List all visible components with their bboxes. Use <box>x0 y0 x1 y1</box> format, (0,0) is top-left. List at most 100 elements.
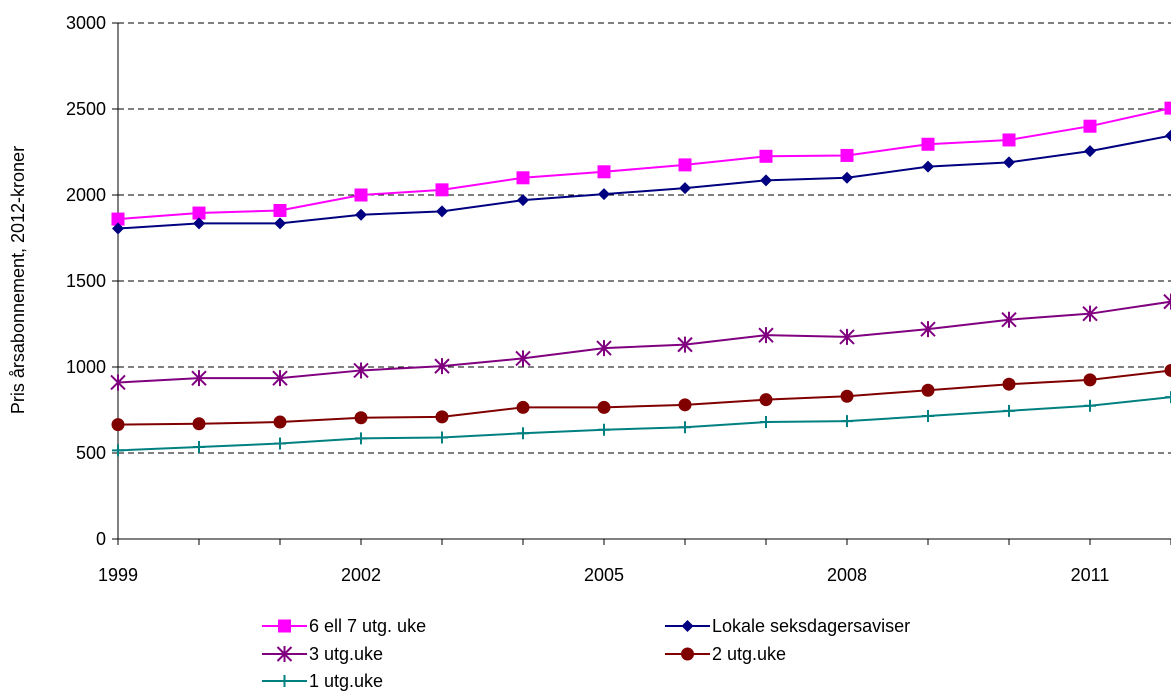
data-point <box>921 383 935 397</box>
data-point <box>192 206 206 220</box>
data-point <box>193 217 205 230</box>
legend: 6 ell 7 utg. uke Lokale seksdagersaviser 3… <box>262 616 910 691</box>
data-point <box>191 370 207 387</box>
y-tick-label: 1500 <box>66 271 106 291</box>
data-point <box>1001 311 1017 328</box>
data-point <box>841 171 853 184</box>
data-point <box>112 222 124 235</box>
legend-item: 2 utg.uke <box>665 644 786 664</box>
x-tick-label: 2008 <box>827 565 867 585</box>
series-plus <box>112 391 1171 457</box>
legend-item: 3 utg.uke <box>262 644 383 664</box>
y-tick-label: 3000 <box>66 13 106 33</box>
data-point <box>1164 363 1171 377</box>
x-tick-label: 2005 <box>584 565 624 585</box>
legend-label: 1 utg.uke <box>309 671 383 691</box>
data-point <box>758 327 774 344</box>
legend-marker <box>681 620 694 632</box>
series-line <box>117 134 1171 230</box>
y-axis-title: Pris årsabonnement, 2012-kroner <box>8 146 28 414</box>
data-point <box>678 158 692 172</box>
data-point <box>354 411 368 425</box>
x-tick-label: 1999 <box>98 565 138 585</box>
data-point <box>1084 145 1096 158</box>
legend-item: Lokale seksdagersaviser <box>665 616 910 636</box>
data-point <box>274 437 286 450</box>
data-point <box>597 400 611 414</box>
data-point <box>436 431 448 444</box>
data-point <box>274 217 286 230</box>
data-point <box>355 432 367 445</box>
data-point <box>355 208 367 221</box>
data-point <box>1083 119 1097 133</box>
legend-label: 6 ell 7 utg. uke <box>309 616 426 636</box>
data-point <box>517 427 529 440</box>
legend-marker <box>278 619 291 633</box>
series-line <box>117 107 1171 221</box>
data-point <box>596 340 612 357</box>
data-point <box>354 188 368 202</box>
legend-item: 6 ell 7 utg. uke <box>262 616 426 636</box>
series-square <box>111 101 1171 226</box>
data-point <box>597 165 611 179</box>
legend-marker <box>276 646 293 662</box>
data-point <box>598 188 610 201</box>
data-point <box>193 440 205 453</box>
data-point <box>516 171 530 185</box>
legend-label: Lokale seksdagersaviser <box>712 616 910 636</box>
data-point <box>272 370 288 387</box>
data-point <box>839 328 855 345</box>
data-point <box>353 362 369 379</box>
series-star <box>110 293 1171 391</box>
series-circle <box>111 363 1171 432</box>
data-point <box>678 398 692 412</box>
y-tick-label: 0 <box>96 529 106 549</box>
x-tick-label: 2002 <box>341 565 381 585</box>
data-point <box>1003 404 1015 417</box>
gridlines <box>118 22 1171 454</box>
legend-label: 3 utg.uke <box>309 644 383 664</box>
data-point <box>515 350 531 367</box>
series-diamond <box>112 129 1171 235</box>
data-point <box>922 410 934 423</box>
data-point <box>111 418 125 432</box>
data-point <box>921 137 935 151</box>
data-point <box>679 182 691 195</box>
data-point <box>435 183 449 197</box>
data-point <box>760 174 772 187</box>
x-tick-label: 2011 <box>1071 565 1110 585</box>
data-point <box>840 389 854 403</box>
data-point <box>1164 101 1171 115</box>
data-point <box>922 160 934 173</box>
data-point <box>192 417 206 431</box>
axes <box>112 22 1171 545</box>
data-point <box>1003 156 1015 169</box>
series-line <box>117 300 1171 384</box>
data-point <box>841 415 853 428</box>
data-point <box>1083 373 1097 387</box>
data-point <box>434 358 450 375</box>
data-point <box>517 194 529 207</box>
data-point <box>1082 305 1098 322</box>
legend-marker <box>278 675 291 687</box>
data-point <box>273 203 287 217</box>
data-point <box>112 444 124 457</box>
legend-label: 2 utg.uke <box>712 644 786 664</box>
series-line <box>117 369 1171 426</box>
data-point <box>920 321 936 338</box>
data-point <box>273 415 287 429</box>
data-point <box>679 421 691 434</box>
series-line <box>117 396 1171 452</box>
data-point <box>436 205 448 218</box>
data-point <box>1002 377 1016 391</box>
data-point <box>840 148 854 162</box>
data-point <box>759 393 773 407</box>
data-point <box>110 374 126 391</box>
data-point <box>759 149 773 163</box>
y-tick-label: 500 <box>76 443 106 463</box>
data-point <box>598 423 610 436</box>
y-tick-label: 2500 <box>66 99 106 119</box>
data-point <box>516 400 530 414</box>
y-tick-label: 1000 <box>66 357 106 377</box>
